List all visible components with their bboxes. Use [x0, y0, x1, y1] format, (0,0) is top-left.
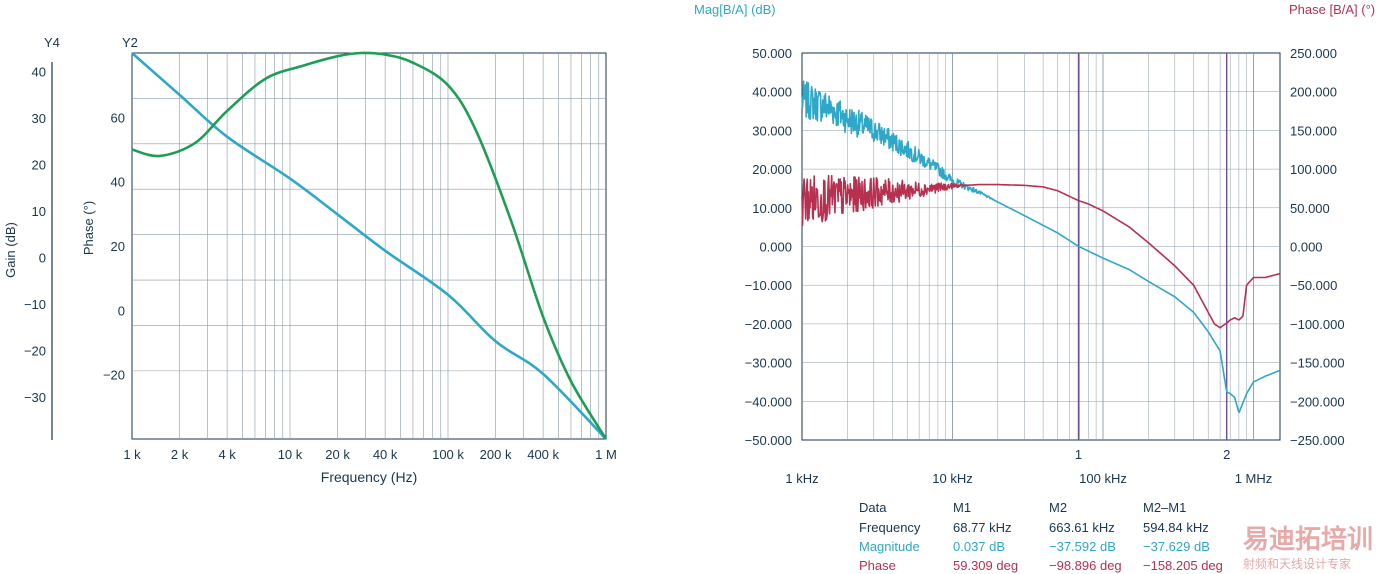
table-row-frequency-diff: 594.84 kHz	[1143, 520, 1209, 535]
table-row-magnitude-m1: 0.037 dB	[953, 539, 1005, 554]
table-row-frequency-name: Frequency	[859, 520, 921, 535]
right-right-axis-label: Phase [B/A] (°)	[1289, 2, 1375, 17]
left-series-gain-line	[131, 52, 607, 440]
right-right-axis-tick-label: 150.000	[1290, 123, 1337, 138]
right-series-magnitude-line	[801, 80, 1281, 414]
right-left-axis-tick-label: −30.000	[745, 356, 792, 371]
table-row-magnitude-m2: −37.592 dB	[1049, 539, 1116, 554]
left-x-tick-label: 40 k	[373, 447, 398, 462]
table-header-data: Data	[859, 500, 887, 515]
right-left-axis-tick-label: 40.000	[752, 85, 792, 100]
right-right-axis-tick-label: 250.000	[1290, 46, 1337, 61]
right-right-axis-tick-label: −200.000	[1290, 394, 1345, 409]
left-series-phase-line	[131, 51, 608, 440]
right-left-axis-tick-labels: 50.000 40.000 30.000 20.000 10.000 0.000 −10.0…	[745, 46, 792, 448]
right-grid	[802, 53, 1280, 440]
left-x-axis-label: Frequency (Hz)	[321, 469, 417, 485]
table-row-frequency-m2: 663.61 kHz	[1049, 520, 1115, 535]
right-left-axis-label: Mag[B/A] (dB)	[694, 2, 776, 17]
right-x-tick-label: 1 MHz	[1235, 471, 1273, 486]
left-x-tick-label: 4 k	[218, 447, 236, 462]
right-left-axis-tick-label: −40.000	[745, 394, 792, 409]
right-left-axis-tick-label: 30.000	[752, 123, 792, 138]
left-grid	[132, 53, 606, 439]
left-y4-axis-name: Y4	[44, 35, 60, 50]
marker-2-label: 2	[1223, 447, 1230, 462]
right-x-tick-label: 10 kHz	[932, 471, 972, 486]
right-series	[801, 80, 1281, 414]
left-y2-tick-label: −20	[103, 368, 125, 383]
left-y4-axis-label: Gain (dB)	[3, 222, 18, 278]
left-y2-tick-label: 40	[111, 175, 125, 190]
right-series-phase-line	[801, 174, 1281, 329]
left-y2-tick-label: 20	[111, 239, 125, 254]
left-y4-tick-label: −10	[24, 297, 46, 312]
left-x-tick-label: 100 k	[432, 447, 464, 462]
right-right-axis-tick-label: −150.000	[1290, 356, 1345, 371]
table-row-phase-m1: 59.309 deg	[953, 558, 1018, 573]
left-x-tick-label: 2 k	[171, 447, 189, 462]
table-header-m1: M1	[953, 500, 971, 515]
left-y4-tick-labels: 40 30 20 10 0 −10 −20 −30	[24, 65, 46, 406]
left-series	[131, 51, 608, 440]
left-y4-tick-label: 0	[39, 251, 46, 266]
left-y4-tick-label: 20	[32, 158, 46, 173]
left-y4-tick-label: 40	[32, 65, 46, 80]
left-x-tick-label: 1 M	[595, 447, 617, 462]
left-y4-tick-label: −30	[24, 390, 46, 405]
right-left-axis-tick-label: −20.000	[745, 317, 792, 332]
left-y2-tick-label: 0	[118, 303, 125, 318]
right-x-tick-labels: 1 kHz 10 kHz 100 kHz 1 MHz	[785, 471, 1272, 486]
right-right-axis-tick-label: −50.000	[1290, 278, 1337, 293]
left-y4-tick-label: 10	[32, 204, 46, 219]
right-left-axis-tick-label: 50.000	[752, 46, 792, 61]
table-row-phase-name: Phase	[859, 558, 896, 573]
right-right-axis-tick-labels: 250.000 200.000 150.000 100.000 50.000 0.000 −…	[1290, 46, 1345, 448]
right-right-axis-tick-label: 0.000	[1290, 240, 1323, 255]
left-y2-axis-label: Phase (°)	[81, 201, 96, 255]
watermark-title: 易迪拓培训	[1243, 525, 1373, 555]
right-left-axis-tick-label: −10.000	[745, 278, 792, 293]
left-x-tick-label: 10 k	[278, 447, 303, 462]
left-y2-tick-label: 60	[111, 110, 125, 125]
watermark-subtitle: 射频和天线设计专家	[1243, 556, 1351, 571]
right-left-axis-tick-label: −50.000	[745, 433, 792, 448]
right-left-axis-tick-label: 20.000	[752, 162, 792, 177]
left-y2-tick-labels: 60 40 20 0 −20	[103, 110, 125, 382]
watermark: 易迪拓培训 射频和天线设计专家	[1243, 525, 1373, 571]
table-row-frequency-m1: 68.77 kHz	[953, 520, 1012, 535]
right-x-tick-label: 1 kHz	[785, 471, 818, 486]
right-right-axis-tick-label: 50.000	[1290, 201, 1330, 216]
right-right-axis-tick-label: 200.000	[1290, 85, 1337, 100]
table-row-magnitude-name: Magnitude	[859, 539, 920, 554]
right-right-axis-tick-label: −100.000	[1290, 317, 1345, 332]
left-plot-frame	[131, 52, 607, 440]
right-left-axis-tick-label: 0.000	[759, 240, 792, 255]
table-row-magnitude-diff: −37.629 dB	[1143, 539, 1210, 554]
table-header-diff: M2–M1	[1143, 500, 1186, 515]
table-header-m2: M2	[1049, 500, 1067, 515]
right-x-tick-label: 100 kHz	[1079, 471, 1127, 486]
left-x-tick-label: 1 k	[123, 447, 141, 462]
left-x-tick-label: 200 k	[480, 447, 512, 462]
left-x-tick-labels: 1 k 2 k 4 k 10 k 20 k 40 k 100 k 200 k 400 k 1 M	[123, 447, 617, 462]
right-left-axis-tick-label: 10.000	[752, 201, 792, 216]
left-x-tick-label: 400 k	[527, 447, 559, 462]
left-y2-axis-name: Y2	[122, 35, 138, 50]
marker-table: Data M1 M2 M2–M1 Frequency 68.77 kHz 663…	[859, 500, 1223, 573]
right-right-axis-tick-label: 100.000	[1290, 162, 1337, 177]
marker-1-label: 1	[1075, 447, 1082, 462]
left-x-tick-label: 20 k	[325, 447, 350, 462]
right-right-axis-tick-label: −250.000	[1290, 433, 1345, 448]
left-y4-tick-label: −20	[24, 344, 46, 359]
table-row-phase-diff: −158.205 deg	[1143, 558, 1223, 573]
table-row-phase-m2: −98.896 deg	[1049, 558, 1122, 573]
left-y4-tick-label: 30	[32, 111, 46, 126]
